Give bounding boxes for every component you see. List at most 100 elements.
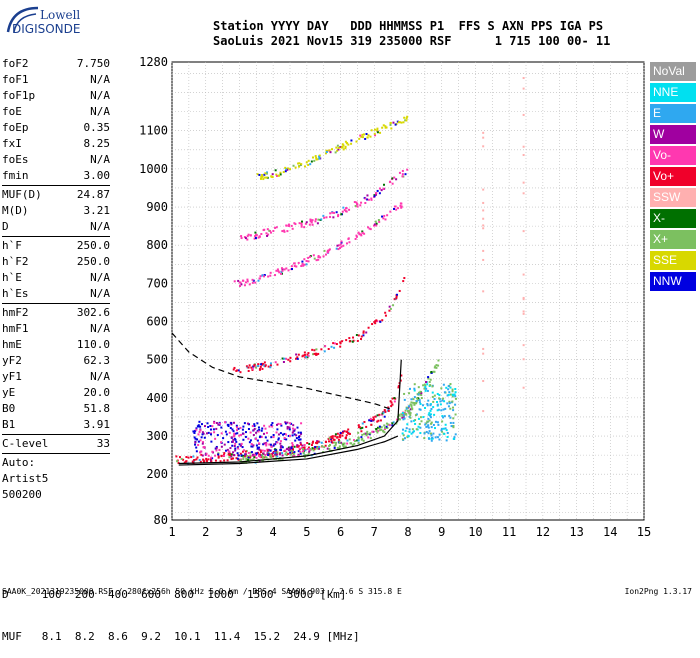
echo-mark	[285, 167, 288, 170]
echo-mark	[399, 202, 402, 205]
echo-mark	[357, 424, 360, 427]
echo-mark	[413, 383, 416, 386]
param-row: Artist5	[2, 471, 110, 487]
echo-mark	[392, 421, 395, 424]
echo-mark	[296, 356, 299, 359]
echo-mark	[389, 210, 392, 213]
echo-mark	[242, 456, 245, 459]
echo-mark	[406, 423, 409, 426]
echo-mark	[410, 405, 413, 408]
echo-mark	[393, 298, 396, 301]
param-row: yF1 N/A	[2, 369, 110, 385]
echo-mark	[225, 433, 228, 436]
echo-mark	[451, 395, 454, 398]
echo-mark	[250, 442, 253, 445]
echo-mark	[285, 357, 288, 360]
legend-item: X-	[650, 209, 696, 228]
echo-mark	[401, 175, 404, 178]
echo-mark	[275, 453, 278, 456]
echo-mark	[192, 430, 195, 433]
echo-mark	[259, 449, 262, 452]
echo-mark	[360, 135, 363, 138]
echo-mark	[361, 422, 364, 425]
echo-mark	[395, 295, 398, 298]
echo-mark	[294, 223, 297, 226]
echo-mark	[232, 451, 235, 454]
echo-mark	[406, 407, 409, 410]
param-separator	[2, 453, 110, 454]
echo-mark	[372, 419, 375, 422]
echo-mark	[287, 449, 290, 452]
echo-mark	[299, 450, 302, 453]
echo-mark	[292, 430, 295, 433]
echo-mark	[324, 440, 327, 443]
echo-mark	[246, 235, 249, 238]
echo-mark	[199, 425, 202, 428]
param-row: foF1 N/A	[2, 72, 110, 88]
echo-mark	[424, 387, 427, 390]
echo-mark	[271, 176, 274, 179]
echo-mark	[308, 442, 311, 445]
echo-mark	[259, 177, 262, 180]
echo-mark	[367, 436, 370, 439]
echo-mark	[328, 447, 331, 450]
echo-mark	[408, 412, 411, 415]
echo-mark	[427, 399, 430, 402]
echo-mark	[436, 403, 439, 406]
echo-mark	[442, 383, 445, 386]
x-tick-label: 13	[569, 525, 583, 539]
echo-mark	[252, 365, 255, 368]
echo-mark	[297, 162, 300, 165]
echo-mark	[265, 172, 268, 175]
param-name: hmE	[2, 338, 22, 351]
echo-mark	[426, 425, 429, 428]
echo-mark	[374, 320, 377, 323]
echo-mark	[267, 365, 270, 368]
echo-mark	[454, 395, 457, 398]
echo-mark	[371, 323, 374, 326]
echo-mark	[413, 402, 416, 405]
echo-mark	[448, 414, 451, 417]
digisonde-logo: Lowell DIGISONDE	[2, 2, 82, 42]
echo-mark	[425, 425, 428, 428]
echo-mark	[317, 352, 320, 355]
echo-mark	[427, 417, 430, 420]
echo-mark	[347, 428, 350, 431]
echo-mark	[324, 345, 327, 348]
echo-mark	[334, 435, 337, 438]
echo-mark	[313, 349, 316, 352]
echo-mark	[270, 424, 273, 427]
echo-mark	[236, 457, 239, 460]
echo-mark	[276, 441, 279, 444]
echo-mark	[282, 433, 285, 436]
echo-mark	[438, 397, 441, 400]
echo-mark	[321, 445, 324, 448]
echo-mark	[452, 426, 455, 429]
echo-mark	[259, 275, 262, 278]
echo-mark	[443, 400, 446, 403]
echo-mark	[248, 283, 251, 286]
echo-mark	[289, 451, 292, 454]
echo-mark	[211, 450, 214, 453]
echo-mark	[276, 451, 279, 454]
echo-mark	[195, 458, 198, 461]
legend-item: NNW	[650, 272, 696, 291]
echo-mark	[303, 446, 306, 449]
echo-mark	[236, 429, 239, 432]
echo-mark	[361, 437, 364, 440]
echo-mark	[383, 426, 386, 429]
echo-mark	[291, 448, 294, 451]
echo-mark	[436, 400, 439, 403]
echo-mark	[348, 208, 351, 211]
param-name: h`F	[2, 239, 22, 252]
echo-mark	[482, 209, 485, 212]
echo-mark	[454, 387, 457, 390]
param-row: 500200	[2, 487, 110, 503]
echo-mark	[367, 198, 370, 201]
echo-mark	[217, 456, 220, 459]
echo-mark	[453, 393, 456, 396]
echo-mark	[281, 230, 284, 233]
echo-mark	[265, 431, 268, 434]
echo-mark	[376, 431, 379, 434]
echo-mark	[235, 440, 238, 443]
